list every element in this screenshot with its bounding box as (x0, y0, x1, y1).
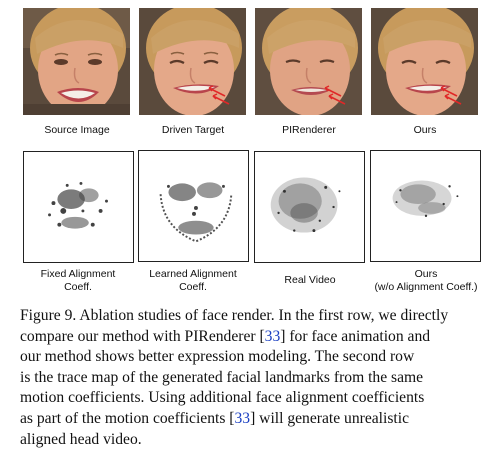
caption-text: as part of the motion coefficients [ (20, 409, 235, 427)
citation-link[interactable]: 33 (234, 409, 251, 427)
real-video-label: Real Video (284, 274, 336, 286)
real-video-trace-map (254, 151, 365, 263)
pirenderer-photo (255, 8, 362, 115)
learned-alignment-label: Learned Alignment Coeff. (149, 268, 237, 293)
fixed-alignment-label: Fixed Alignment Coeff. (40, 268, 116, 293)
caption-line: Figure 9. Ablation studies of face rende… (20, 306, 488, 327)
caption-text: compare our method with PIRenderer [ (20, 327, 265, 345)
caption-text: ] will generate unrealistic (250, 409, 409, 427)
ours-wo-alignment-label: Ours (w/o Alignment Coeff.) (374, 268, 478, 293)
caption-line: is the trace map of the generated facial… (20, 368, 488, 389)
ours-label: Ours (413, 124, 437, 136)
caption-text: aligned head video. (20, 430, 142, 448)
learned-alignment-trace-map (138, 150, 249, 262)
ours-wo-alignment-trace-map (370, 150, 481, 262)
caption-line: as part of the motion coefficients [33] … (20, 409, 488, 430)
caption-line: motion coefficients. Using additional fa… (20, 388, 488, 409)
driven-target-photo (139, 8, 246, 115)
ours-photo (371, 8, 478, 115)
caption-line: our method shows better expression model… (20, 347, 488, 368)
fixed-alignment-trace-map (23, 151, 134, 263)
caption-text: our method shows better expression model… (20, 348, 415, 366)
caption-line: compare our method with PIRenderer [33] … (20, 327, 488, 348)
figure-caption: Figure 9. Ablation studies of face rende… (20, 306, 488, 450)
caption-line: aligned head video. (20, 430, 488, 451)
source-image-label: Source Image (44, 124, 110, 136)
source-image-photo (23, 8, 130, 115)
caption-text: is the trace map of the generated facial… (20, 368, 424, 386)
caption-text: ] for face animation and (280, 327, 431, 345)
caption-text: Figure 9. Ablation studies of face rende… (20, 307, 449, 324)
pirenderer-label: PIRenderer (282, 124, 336, 136)
citation-link[interactable]: 33 (264, 327, 281, 345)
driven-target-label: Driven Target (161, 124, 225, 136)
caption-text: motion coefficients. Using additional fa… (20, 389, 425, 407)
